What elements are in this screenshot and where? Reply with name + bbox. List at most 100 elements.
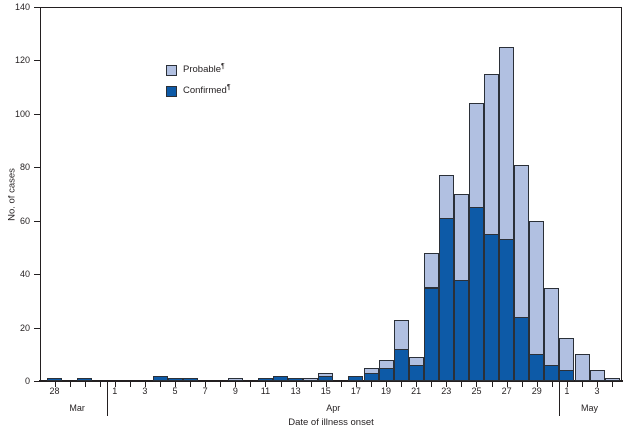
x-tick <box>340 382 342 387</box>
x-tick <box>612 382 614 387</box>
y-tick-label: 40 <box>19 269 30 280</box>
bar-segment-confirmed <box>258 378 273 381</box>
x-tick-label: 25 <box>471 386 482 396</box>
x-tick <box>114 382 116 387</box>
x-tick <box>235 382 237 387</box>
month-label: Apr <box>326 403 341 413</box>
x-tick <box>536 382 538 387</box>
bar-segment-confirmed <box>167 378 183 381</box>
x-tick <box>99 382 101 387</box>
bar-segment-probable <box>484 73 499 236</box>
y-tick <box>34 381 40 382</box>
confirmed-swatch-icon <box>166 85 177 97</box>
y-tick <box>34 167 40 169</box>
x-tick-label: 9 <box>232 386 238 396</box>
x-tick-label: 23 <box>441 386 452 396</box>
bar-segment-confirmed <box>469 207 484 381</box>
footnote-marker: ¶ <box>221 62 225 70</box>
x-tick <box>280 382 282 387</box>
bar-segment-confirmed <box>559 370 575 381</box>
bar-segment-probable <box>604 378 620 381</box>
x-tick <box>446 382 448 387</box>
bar-segment-confirmed <box>438 218 454 381</box>
x-tick <box>310 382 312 387</box>
x-tick-label: 7 <box>202 386 208 396</box>
x-tick <box>84 382 86 387</box>
x-tick <box>295 382 297 387</box>
x-tick <box>461 382 463 387</box>
bar-segment-confirmed <box>544 365 560 381</box>
y-tick-label: 20 <box>19 322 30 333</box>
y-tick <box>34 113 40 115</box>
bar-segment-probable <box>499 47 515 241</box>
x-tick-label: 15 <box>320 386 331 396</box>
y-tick <box>34 60 40 62</box>
x-tick <box>597 382 599 387</box>
x-tick <box>476 382 478 387</box>
x-tick-label: 19 <box>381 386 392 396</box>
x-tick <box>401 382 403 387</box>
bar-segment-confirmed <box>529 354 545 381</box>
x-tick <box>54 382 56 387</box>
bar-segment-probable <box>227 378 243 381</box>
x-tick <box>144 382 146 387</box>
x-tick-label: 11 <box>260 386 271 396</box>
bar-segment-confirmed <box>363 373 379 381</box>
x-axis-line <box>39 380 623 382</box>
x-tick <box>205 382 207 387</box>
bar-segment-probable <box>393 319 409 350</box>
bar-segment-confirmed <box>318 375 334 381</box>
legend-label-probable: Probable¶ <box>183 62 225 75</box>
bar-segment-probable <box>453 194 469 281</box>
bar-segment-confirmed <box>77 378 93 381</box>
x-tick <box>265 382 267 387</box>
month-separator <box>559 381 561 416</box>
bar-segment-confirmed <box>273 375 289 381</box>
y-tick-label: 100 <box>14 108 30 119</box>
bar-segment-probable <box>589 370 605 381</box>
footnote-marker: ¶ <box>226 83 231 91</box>
x-tick <box>491 382 493 387</box>
bar-segment-probable <box>303 378 319 381</box>
x-tick <box>551 382 553 387</box>
y-tick-label: 140 <box>14 2 30 12</box>
x-tick <box>129 382 131 387</box>
x-tick <box>566 382 568 387</box>
bar-segment-probable <box>574 354 590 381</box>
y-tick <box>34 274 40 276</box>
y-tick-label: 60 <box>19 215 30 226</box>
bar-segment-probable <box>529 220 545 356</box>
x-tick <box>386 382 388 387</box>
x-tick-label: 1 <box>564 386 570 396</box>
month-label: Mar <box>69 403 85 413</box>
x-tick-label: 3 <box>594 386 600 396</box>
bar-segment-probable <box>514 164 530 318</box>
legend-item-probable: Probable¶ <box>166 62 231 76</box>
legend-label-confirmed: Confirmed¶ <box>183 83 231 96</box>
x-tick-label: 13 <box>290 386 301 396</box>
bar-segment-confirmed <box>408 365 424 381</box>
x-tick <box>355 382 357 387</box>
bar-segment-confirmed <box>499 239 515 381</box>
bar-segment-confirmed <box>423 287 439 381</box>
month-label: May <box>580 403 598 413</box>
y-tick-label: 80 <box>19 162 30 173</box>
x-tick <box>159 382 161 387</box>
bar-segment-confirmed <box>393 348 409 381</box>
x-tick <box>581 382 583 387</box>
month-separator <box>107 381 109 416</box>
bar-segment-confirmed <box>47 378 62 381</box>
x-tick <box>506 382 508 387</box>
probable-swatch-icon <box>166 64 177 76</box>
bar-segment-confirmed <box>484 234 499 381</box>
x-tick-label: 29 <box>531 386 542 396</box>
y-tick-label: 120 <box>14 55 30 66</box>
x-tick-label: 5 <box>172 386 178 396</box>
y-tick <box>34 220 40 222</box>
x-tick-label: 21 <box>411 386 422 396</box>
x-tick <box>220 382 222 387</box>
bar-segment-probable <box>438 175 454 219</box>
x-tick <box>431 382 433 387</box>
bar-segment-confirmed <box>182 378 198 381</box>
